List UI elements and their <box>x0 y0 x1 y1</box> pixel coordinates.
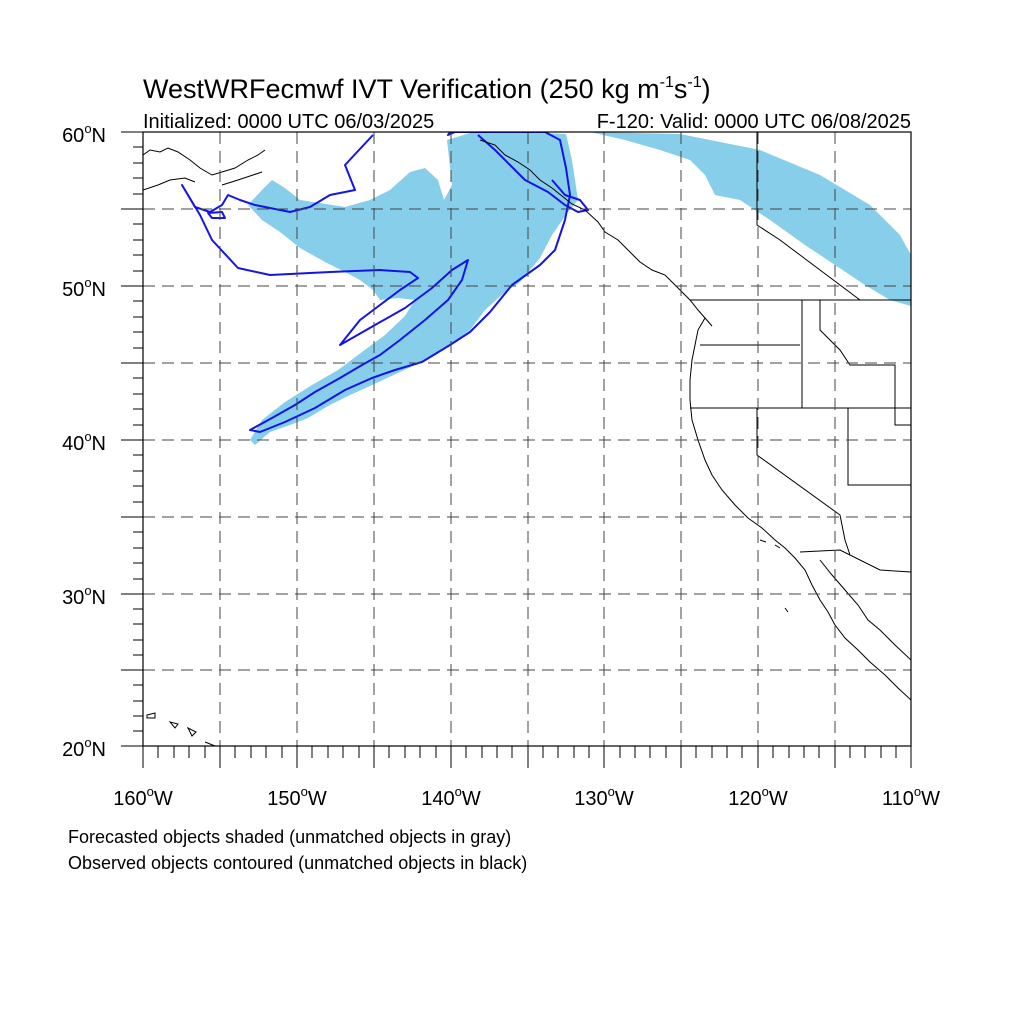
lat-label-30: 30oN <box>62 583 106 609</box>
lat-label-20: 20oN <box>62 735 106 761</box>
lon-label-140: 140oW <box>421 784 481 810</box>
observed-object-main <box>181 132 571 433</box>
lon-label-150: 150oW <box>267 784 327 810</box>
observed-object-small <box>207 211 226 219</box>
title-mid: s <box>674 74 688 104</box>
bottom-minor-ticks <box>157 746 897 758</box>
legend-forecast: Forecasted objects shaded (unmatched obj… <box>68 827 511 847</box>
lon-label-130: 130oW <box>574 784 634 810</box>
legend-observed: Observed objects contoured (unmatched ob… <box>68 853 527 873</box>
title-main: WestWRFecmwf IVT Verification (250 kg m <box>143 74 660 104</box>
baja-coast <box>819 559 911 661</box>
channel-islands <box>759 539 789 613</box>
title-end: ) <box>702 74 711 104</box>
observed-object-coast <box>477 134 589 213</box>
title-sup2: -1 <box>687 74 701 91</box>
coastlines <box>143 132 911 746</box>
canada-border <box>756 132 861 301</box>
left-minor-ticks <box>133 146 143 732</box>
lon-label-110: 110oW <box>882 784 940 810</box>
lat-labels: 60oN 50oN 40oN 30oN 20oN <box>62 121 106 761</box>
map-frame <box>142 131 912 747</box>
init-time: Initialized: 0000 UTC 06/03/2025 <box>143 111 434 133</box>
lat-label-50: 50oN <box>62 275 106 301</box>
state-borders <box>690 299 911 573</box>
left-major-ticks <box>121 131 143 747</box>
axis-ticks <box>121 131 912 768</box>
lat-label-60: 60oN <box>62 121 106 147</box>
lon-label-160: 160oW <box>113 784 173 810</box>
lon-labels: 160oW 150oW 140oW 130oW 120oW 110oW <box>113 784 940 810</box>
lat-label-40: 40oN <box>62 429 106 455</box>
bottom-major-ticks <box>142 746 912 768</box>
observed-objects <box>181 132 589 433</box>
plot-area <box>143 132 911 746</box>
alaska-coast <box>143 147 266 191</box>
valid-time: F-120: Valid: 0000 UTC 06/08/2025 <box>597 111 911 133</box>
bc-coast <box>479 139 713 327</box>
lon-label-120: 120oW <box>728 784 788 810</box>
forecast-objects <box>248 132 911 445</box>
forecast-object-canada <box>590 132 911 306</box>
grid-lines <box>143 132 911 746</box>
us-west-coast <box>689 317 911 701</box>
lon-gridlines <box>219 132 836 746</box>
hawaii-islands <box>146 712 216 746</box>
title-sup1: -1 <box>660 74 674 91</box>
forecast-object-main <box>248 132 578 445</box>
lat-gridlines <box>143 208 911 671</box>
map-title: WestWRFecmwf IVT Verification (250 kg m-… <box>143 74 711 104</box>
